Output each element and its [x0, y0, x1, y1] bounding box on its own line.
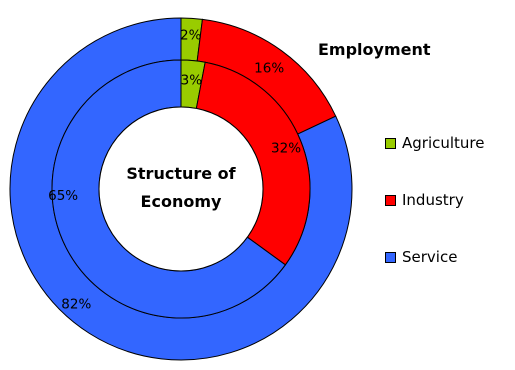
legend: Agriculture Industry Service — [385, 130, 515, 301]
legend-swatch-industry — [385, 194, 396, 206]
donut-hole — [98, 106, 264, 272]
outer-label-industry: 16% — [254, 61, 284, 77]
outer-label-agriculture: 2% — [180, 27, 202, 43]
inner-label-industry: 32% — [271, 140, 301, 156]
center-title-line-1: Structure of — [126, 164, 236, 183]
inner-label-agriculture: 3% — [181, 72, 203, 88]
chart-title-employment: Employment — [318, 40, 431, 59]
legend-label-agriculture: Agriculture — [402, 134, 485, 152]
legend-swatch-service — [385, 251, 396, 263]
legend-item-service: Service — [385, 244, 515, 270]
inner-label-service: 65% — [48, 188, 78, 204]
legend-item-industry: Industry — [385, 187, 515, 213]
legend-label-service: Service — [402, 248, 458, 266]
center-title-line-2: Economy — [140, 192, 222, 211]
legend-swatch-agriculture — [385, 137, 396, 149]
legend-label-industry: Industry — [402, 191, 464, 209]
chart-title-center: Structure of Economy — [100, 160, 262, 216]
outer-label-service: 82% — [61, 296, 91, 312]
legend-item-agriculture: Agriculture — [385, 130, 515, 156]
